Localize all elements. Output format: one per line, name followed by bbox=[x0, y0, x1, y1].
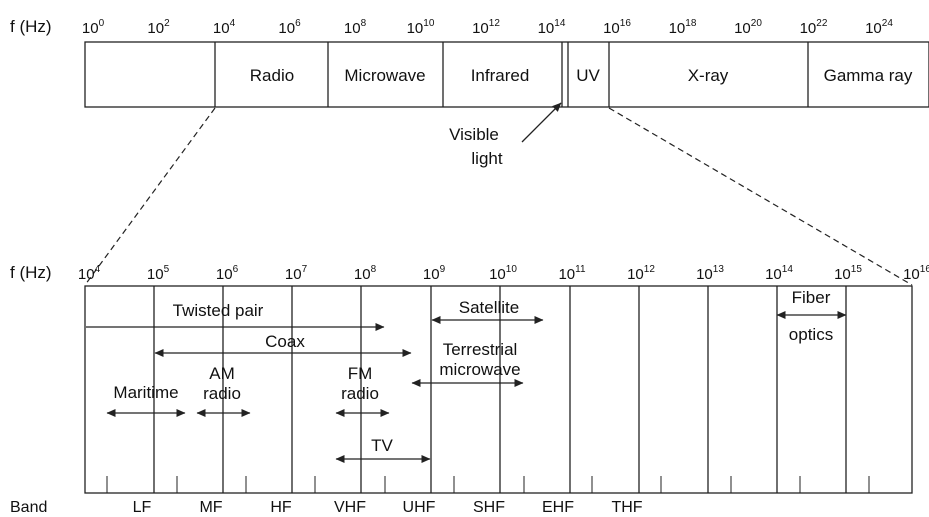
band-label-lf: LF bbox=[133, 499, 152, 516]
bottom-spectrum: f (Hz) 104 105 106 107 108 109 1010 1011 1012 101… bbox=[10, 263, 929, 516]
band-labels: LF MF HF VHF UHF SHF EHF THF bbox=[133, 499, 643, 516]
top-tick-4: 108 bbox=[344, 18, 367, 37]
fm-radio-label-1: FM bbox=[348, 364, 373, 383]
terrestrial-label-1: Terrestrial bbox=[443, 340, 518, 359]
band-ticks bbox=[106, 476, 870, 493]
bottom-tick-11: 1015 bbox=[834, 264, 862, 283]
top-tick-2: 104 bbox=[213, 18, 236, 37]
fm-radio-label-2: radio bbox=[341, 384, 379, 403]
maritime-label: Maritime bbox=[113, 383, 178, 402]
zoom-line-left bbox=[84, 107, 216, 286]
region-infrared: Infrared bbox=[471, 66, 530, 85]
top-tick-0: 100 bbox=[82, 18, 105, 37]
band-label-ehf: EHF bbox=[542, 499, 574, 516]
bottom-tick-10: 1014 bbox=[765, 264, 793, 283]
region-microwave: Microwave bbox=[344, 66, 425, 85]
decade-dividers bbox=[153, 286, 847, 493]
top-tick-6: 1012 bbox=[472, 18, 500, 37]
top-tick-3: 106 bbox=[278, 18, 301, 37]
top-axis-ticks: 100 102 104 106 108 1010 1012 1014 1016 1018 1020 1… bbox=[82, 18, 893, 37]
fiber-label-2: optics bbox=[789, 325, 833, 344]
bottom-tick-8: 1012 bbox=[627, 264, 655, 283]
top-tick-5: 1010 bbox=[407, 18, 435, 37]
terrestrial-label-2: microwave bbox=[439, 360, 520, 379]
bottom-tick-3: 107 bbox=[285, 264, 308, 283]
am-radio-label-2: radio bbox=[203, 384, 241, 403]
bottom-tick-1: 105 bbox=[147, 264, 170, 283]
band-label-hf: HF bbox=[270, 499, 292, 516]
coax-label: Coax bbox=[265, 332, 305, 351]
top-axis-label: f (Hz) bbox=[10, 17, 52, 36]
bottom-axis-label: f (Hz) bbox=[10, 263, 52, 282]
top-tick-11: 1022 bbox=[800, 18, 828, 37]
band-label-mf: MF bbox=[199, 499, 222, 516]
bottom-tick-2: 106 bbox=[216, 264, 239, 283]
am-radio-label-1: AM bbox=[209, 364, 235, 383]
region-radio: Radio bbox=[250, 66, 294, 85]
bottom-tick-5: 109 bbox=[423, 264, 446, 283]
region-uv: UV bbox=[576, 66, 600, 85]
band-label-shf: SHF bbox=[473, 499, 505, 516]
bottom-tick-4: 108 bbox=[354, 264, 377, 283]
satellite-label: Satellite bbox=[459, 298, 519, 317]
bottom-tick-7: 1011 bbox=[558, 264, 586, 283]
top-tick-1: 102 bbox=[147, 18, 170, 37]
band-axis-label: Band bbox=[10, 499, 47, 516]
zoom-line-right bbox=[608, 107, 913, 286]
top-spectrum-bar bbox=[84, 41, 929, 108]
tv-label: TV bbox=[371, 436, 393, 455]
fiber-label-1: Fiber bbox=[792, 288, 831, 307]
band-label-uhf: UHF bbox=[403, 499, 436, 516]
top-tick-9: 1018 bbox=[669, 18, 697, 37]
bottom-tick-6: 1010 bbox=[489, 264, 517, 283]
band-label-thf: THF bbox=[611, 499, 642, 516]
band-label-vhf: VHF bbox=[334, 499, 366, 516]
top-tick-10: 1020 bbox=[734, 18, 762, 37]
top-tick-7: 1014 bbox=[538, 18, 566, 37]
top-tick-8: 1016 bbox=[603, 18, 631, 37]
region-gamma-ray: Gamma ray bbox=[824, 66, 913, 85]
top-tick-12: 1024 bbox=[865, 18, 893, 37]
bottom-spectrum-box bbox=[84, 285, 913, 494]
region-x-ray: X-ray bbox=[688, 66, 729, 85]
visible-light-label-2: light bbox=[471, 149, 502, 168]
bottom-tick-12: 1016 bbox=[903, 264, 929, 283]
bottom-axis-ticks: 104 105 106 107 108 109 1010 1011 1012 1013 1014 10… bbox=[78, 264, 929, 283]
bottom-tick-0: 104 bbox=[78, 264, 101, 283]
twisted-pair-label: Twisted pair bbox=[173, 301, 264, 320]
visible-light-label-1: Visible bbox=[449, 125, 499, 144]
visible-light-arrow bbox=[521, 102, 562, 143]
bottom-tick-9: 1013 bbox=[696, 264, 724, 283]
top-spectrum: f (Hz) 100 102 104 106 108 1010 1012 1014 1016 10… bbox=[10, 17, 929, 168]
